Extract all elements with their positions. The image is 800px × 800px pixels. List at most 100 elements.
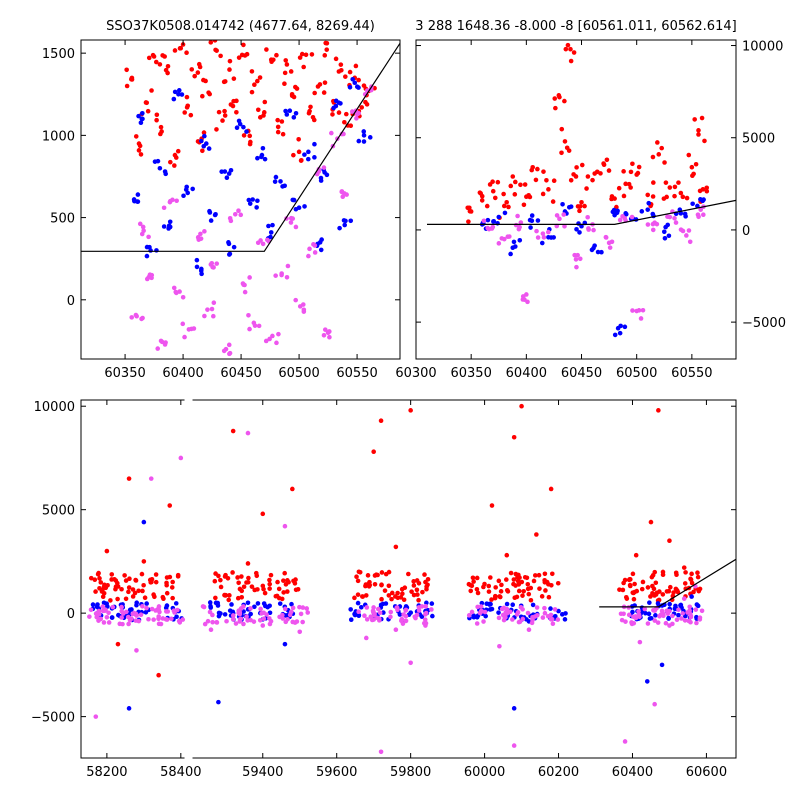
- data-point: [579, 223, 584, 229]
- data-point: [148, 476, 154, 481]
- data-point: [424, 586, 429, 592]
- data-point: [300, 302, 306, 307]
- data-point: [665, 214, 670, 219]
- data-point: [123, 596, 129, 602]
- data-point: [298, 611, 304, 617]
- data-point: [177, 46, 183, 51]
- data-point: [260, 145, 266, 151]
- data-point: [389, 590, 395, 596]
- data-point: [176, 88, 182, 93]
- data-point: [349, 109, 355, 114]
- data-point: [133, 312, 139, 318]
- data-point: [306, 253, 311, 259]
- points-layer: [124, 40, 377, 357]
- data-point: [284, 274, 290, 280]
- data-point: [184, 105, 190, 110]
- data-point: [471, 614, 477, 620]
- data-point: [256, 323, 262, 329]
- data-point: [630, 161, 635, 167]
- data-point: [93, 589, 98, 594]
- data-point: [263, 338, 269, 344]
- data-point: [267, 336, 272, 342]
- data-point: [352, 80, 358, 86]
- data-point: [631, 596, 637, 602]
- data-point: [273, 273, 278, 278]
- data-point: [205, 618, 211, 624]
- data-point: [607, 245, 613, 250]
- data-point: [132, 590, 138, 596]
- data-point: [308, 104, 313, 110]
- data-point: [695, 603, 701, 609]
- data-point: [662, 160, 667, 165]
- data-point: [577, 204, 583, 209]
- data-point: [207, 600, 213, 605]
- data-point: [424, 600, 429, 606]
- data-point: [137, 221, 143, 227]
- data-point: [660, 572, 666, 578]
- data-point: [688, 576, 693, 582]
- data-point: [653, 580, 659, 586]
- data-point: [279, 596, 285, 602]
- data-point: [356, 609, 361, 614]
- data-point: [342, 222, 347, 228]
- data-point: [147, 577, 153, 583]
- data-point: [628, 169, 634, 175]
- data-point: [136, 618, 142, 624]
- data-point: [520, 616, 526, 622]
- data-point: [656, 408, 661, 413]
- data-point: [100, 604, 106, 609]
- data-point: [212, 578, 218, 584]
- data-point: [285, 616, 290, 622]
- data-point: [260, 241, 266, 247]
- data-point: [153, 572, 159, 577]
- data-point: [617, 587, 622, 592]
- data-point: [163, 171, 168, 177]
- data-point: [149, 88, 154, 93]
- data-point: [543, 588, 548, 593]
- data-point: [377, 610, 383, 616]
- data-point: [699, 115, 705, 121]
- data-point: [481, 218, 487, 224]
- data-point: [317, 240, 323, 245]
- data-point: [184, 184, 190, 190]
- data-point: [259, 611, 264, 616]
- data-point: [303, 52, 309, 58]
- data-point: [483, 613, 488, 619]
- data-point: [551, 235, 556, 240]
- data-point: [262, 590, 268, 596]
- x-tick-label: 60400: [612, 765, 653, 780]
- data-point: [355, 578, 361, 584]
- data-point: [222, 108, 227, 114]
- data-point: [201, 130, 207, 135]
- data-point: [221, 348, 227, 354]
- data-point: [661, 229, 667, 235]
- data-point: [697, 617, 703, 622]
- data-point: [122, 573, 127, 578]
- data-point: [576, 221, 581, 226]
- data-point: [534, 532, 539, 537]
- data-point: [342, 119, 347, 125]
- data-point: [165, 609, 171, 614]
- data-point: [660, 592, 666, 597]
- data-point: [486, 226, 492, 232]
- data-point: [621, 193, 627, 199]
- data-point: [552, 607, 558, 612]
- data-point: [276, 331, 281, 337]
- data-point: [172, 48, 178, 53]
- data-point: [546, 581, 551, 587]
- data-point: [467, 209, 473, 214]
- data-point: [270, 222, 275, 228]
- data-point: [280, 612, 285, 618]
- data-point: [667, 601, 672, 607]
- data-point: [666, 616, 671, 621]
- data-point: [506, 204, 511, 210]
- data-point: [650, 211, 656, 217]
- data-point: [645, 585, 651, 590]
- data-point: [563, 611, 568, 616]
- data-point: [501, 605, 507, 611]
- data-point: [552, 96, 558, 101]
- y-tick-label: 0: [67, 294, 75, 309]
- data-point: [258, 606, 263, 612]
- data-point: [508, 570, 514, 576]
- data-point: [200, 148, 205, 154]
